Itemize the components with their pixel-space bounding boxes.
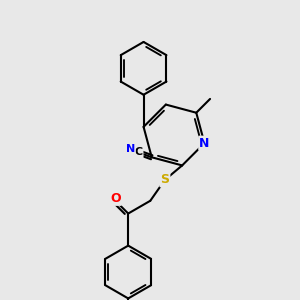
Text: S: S	[160, 173, 169, 186]
Text: N: N	[199, 137, 210, 150]
Text: O: O	[110, 192, 121, 205]
Text: N: N	[125, 144, 135, 154]
Text: C: C	[134, 148, 142, 158]
